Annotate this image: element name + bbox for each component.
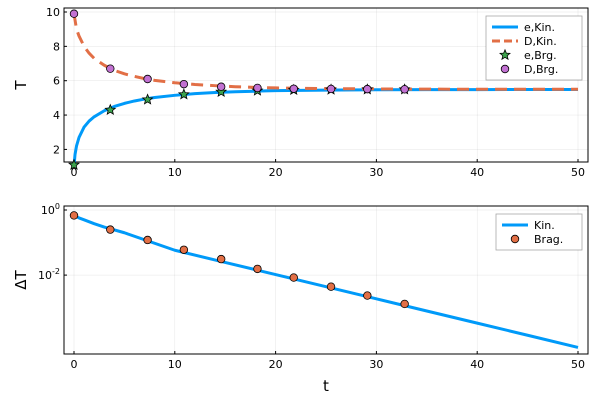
top-x-tick-label: 20 bbox=[269, 166, 283, 179]
bottom-y-tick-label: 10-2 bbox=[38, 267, 60, 282]
bottom-legend: Kin.Brag. bbox=[495, 213, 583, 251]
top-point-e-brg bbox=[68, 158, 80, 170]
top-point-e-brg bbox=[141, 93, 154, 105]
bottom-legend-label-brag: Brag. bbox=[534, 233, 563, 246]
bottom-series-line-kin bbox=[73, 214, 579, 349]
top-legend-swatch-d-brg bbox=[500, 64, 510, 74]
top-x-tick-label: 50 bbox=[571, 166, 585, 179]
top-x-tick-label: 40 bbox=[470, 166, 484, 179]
top-legend-label-d-kin: D,Kin. bbox=[524, 35, 557, 48]
bottom-x-tick-label: 30 bbox=[369, 358, 383, 371]
top-x-tick-label: 30 bbox=[369, 166, 383, 179]
bottom-point-brag bbox=[363, 291, 372, 300]
top-point-e-brg bbox=[104, 103, 117, 115]
top-y-tick-label: 8 bbox=[53, 40, 60, 53]
bottom-legend-swatch-brag bbox=[510, 234, 520, 244]
top-plot-axes: 0 10 20 30 40 50 2 4 6 8 10 bbox=[46, 6, 585, 179]
top-legend-label-e-brg: e,Brg. bbox=[524, 49, 557, 62]
top-point-d-brg bbox=[326, 84, 336, 94]
bottom-legend-label-kin: Kin. bbox=[534, 219, 555, 232]
top-legend-swatch-e-brg bbox=[499, 48, 511, 61]
top-series-line-d-kin bbox=[72, 13, 578, 91]
top-point-d-brg bbox=[143, 74, 152, 84]
top-point-d-brg bbox=[69, 9, 79, 18]
bottom-x-tick-label: 40 bbox=[470, 358, 484, 371]
top-point-d-brg bbox=[289, 84, 298, 93]
bottom-point-brag bbox=[179, 245, 189, 254]
bottom-point-brag bbox=[400, 299, 409, 309]
top-point-d-brg bbox=[216, 82, 226, 91]
top-y-tick-label: 2 bbox=[53, 143, 60, 156]
top-plot: 0 10 20 30 40 50 2 4 6 8 10 T e,Kin.D,Kin.e,Brg.D,… bbox=[12, 6, 589, 179]
top-point-d-brg bbox=[106, 64, 115, 73]
bottom-plot: 0 10 20 30 40 50 10-2 100 ΔT t Kin.Brag. bbox=[12, 202, 589, 395]
bottom-x-tick-label: 20 bbox=[269, 358, 283, 371]
top-point-d-brg bbox=[253, 83, 262, 93]
top-point-d-brg bbox=[400, 85, 409, 94]
bottom-point-brag bbox=[216, 254, 226, 264]
bottom-point-brag bbox=[289, 273, 298, 282]
bottom-y-tick-label: 100 bbox=[41, 202, 60, 217]
bottom-legend-box bbox=[495, 213, 583, 251]
bottom-plot-axes: 0 10 20 30 40 50 10-2 100 bbox=[38, 202, 585, 371]
top-series-line-e-kin bbox=[72, 87, 578, 167]
bottom-x-tick-label: 50 bbox=[571, 358, 585, 371]
top-y-tick-label: 10 bbox=[46, 6, 60, 19]
top-point-e-brg bbox=[177, 88, 190, 100]
bottom-plot-series bbox=[69, 211, 579, 349]
top-point-e-brg bbox=[215, 85, 228, 97]
bottom-point-brag bbox=[69, 211, 79, 220]
top-legend: e,Kin.D,Kin.e,Brg.D,Brg. bbox=[485, 15, 583, 81]
bottom-x-tick-label: 10 bbox=[168, 358, 182, 371]
top-legend-label-d-brg: D,Brg. bbox=[524, 63, 558, 76]
top-x-tick-label: 10 bbox=[168, 166, 182, 179]
top-y-axis-label: T bbox=[12, 80, 30, 91]
bottom-y-axis-label: ΔT bbox=[12, 269, 30, 289]
bottom-point-brag bbox=[143, 235, 152, 245]
top-x-tick-label: 0 bbox=[71, 166, 78, 179]
bottom-point-brag bbox=[326, 282, 336, 291]
top-point-d-brg bbox=[363, 84, 372, 94]
top-y-tick-label: 6 bbox=[53, 75, 60, 88]
bottom-x-axis-label: t bbox=[323, 377, 329, 395]
top-plot-series bbox=[68, 9, 578, 170]
top-point-d-brg bbox=[179, 79, 189, 89]
bottom-x-tick-label: 0 bbox=[71, 358, 78, 371]
bottom-point-brag bbox=[106, 225, 115, 234]
bottom-point-brag bbox=[253, 264, 262, 274]
top-legend-label-e-kin: e,Kin. bbox=[524, 21, 555, 34]
top-y-tick-label: 4 bbox=[53, 109, 60, 122]
